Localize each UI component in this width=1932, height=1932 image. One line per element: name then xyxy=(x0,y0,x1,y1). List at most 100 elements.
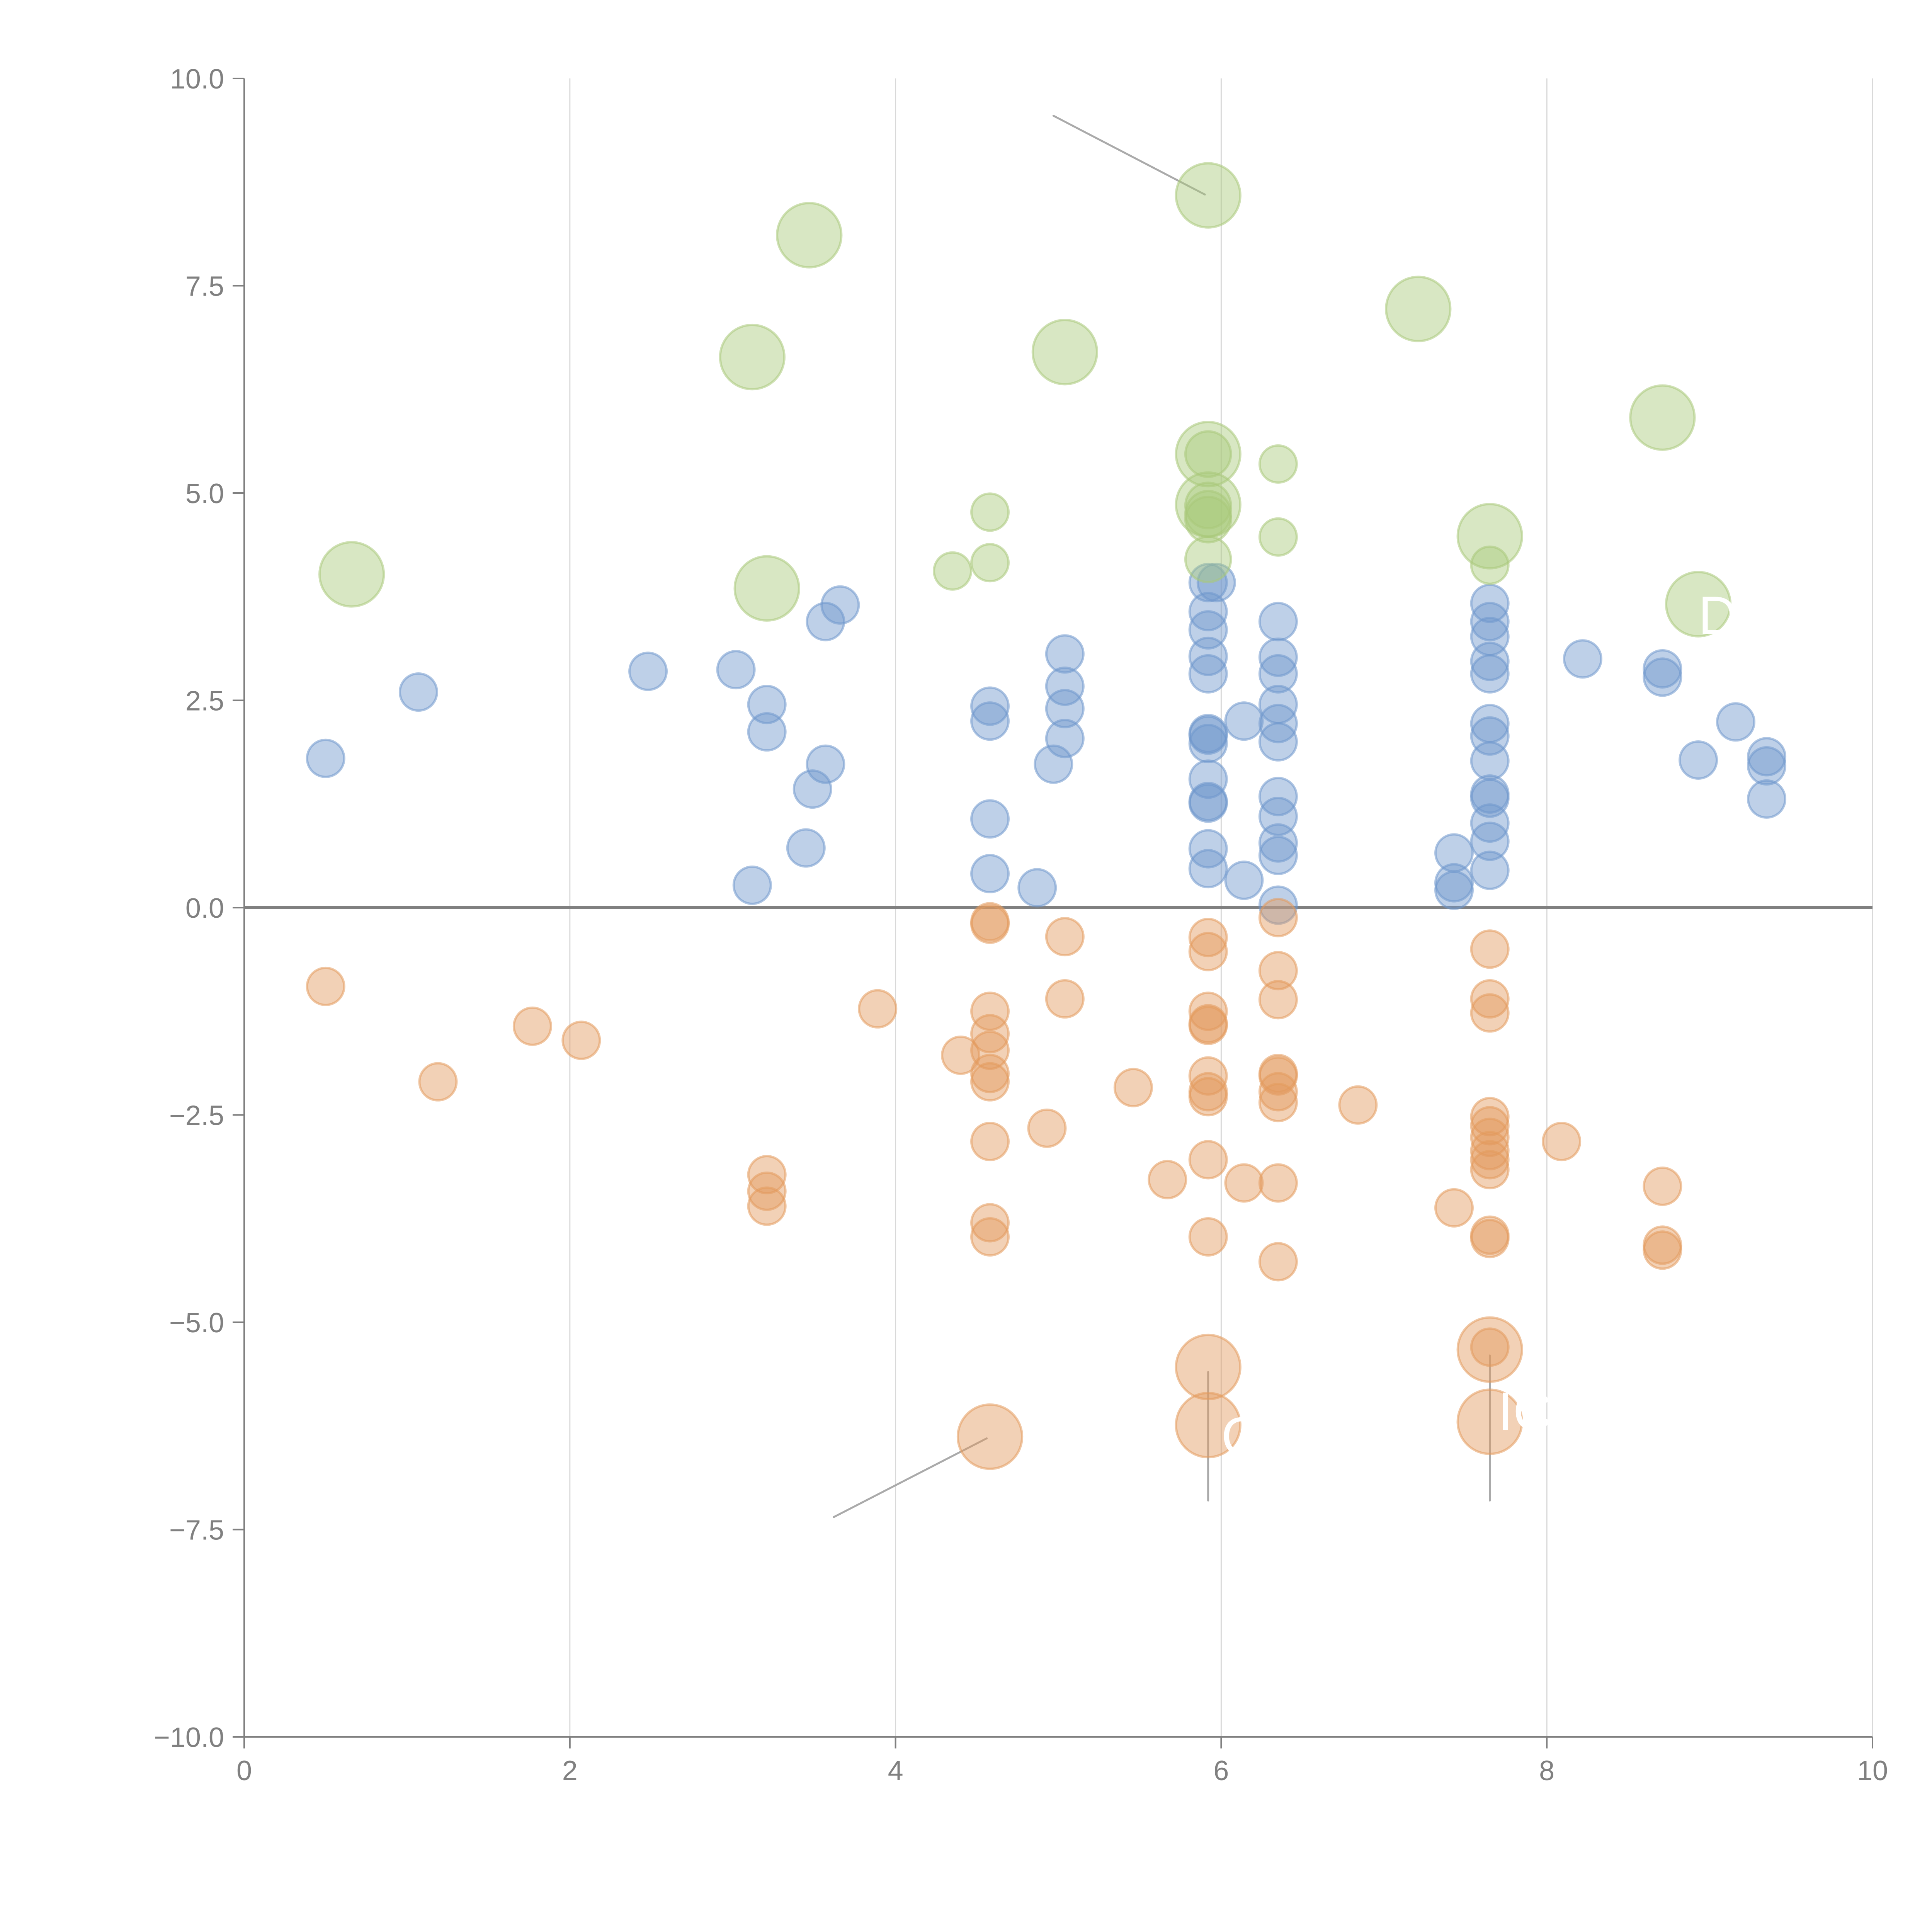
data-point xyxy=(806,602,845,641)
data-point xyxy=(1563,639,1602,679)
data-point xyxy=(1470,993,1510,1033)
x-tick-label: 2 xyxy=(562,1755,578,1786)
data-point xyxy=(1643,1230,1682,1270)
data-point xyxy=(970,686,1010,726)
data-point xyxy=(820,585,860,625)
data-point xyxy=(1188,783,1228,823)
data-point xyxy=(418,1062,458,1102)
data-point xyxy=(1188,932,1228,971)
data-point xyxy=(1188,1077,1228,1117)
data-point xyxy=(1027,1108,1067,1148)
data-point xyxy=(1470,641,1510,681)
data-point xyxy=(776,202,843,269)
data-point xyxy=(970,1122,1010,1162)
data-point xyxy=(747,1155,787,1195)
data-point xyxy=(1470,654,1510,694)
data-point xyxy=(1224,701,1264,741)
data-point xyxy=(1470,1117,1510,1157)
data-point xyxy=(747,712,787,752)
x-tick-label: 0 xyxy=(236,1755,252,1786)
data-point xyxy=(1258,898,1298,937)
data-point xyxy=(1188,829,1228,869)
data-point xyxy=(1665,571,1732,638)
data-point xyxy=(970,992,1010,1031)
data-point xyxy=(1470,1327,1510,1367)
data-point xyxy=(970,1014,1010,1054)
data-point xyxy=(747,1171,787,1211)
data-point xyxy=(1258,1163,1298,1203)
data-point xyxy=(719,323,786,391)
data-point xyxy=(970,799,1010,839)
data-point xyxy=(1045,917,1085,957)
data-point xyxy=(628,651,668,691)
data-point xyxy=(970,854,1010,894)
data-point xyxy=(1175,162,1242,229)
y-tick-label: 7.5 xyxy=(185,271,224,302)
data-point xyxy=(1258,722,1298,762)
data-point xyxy=(1679,740,1718,780)
data-point xyxy=(1258,1083,1298,1122)
data-point xyxy=(1470,1097,1510,1136)
data-point xyxy=(318,541,385,608)
data-point xyxy=(512,1006,552,1046)
data-point xyxy=(1470,602,1510,641)
series-positive xyxy=(306,563,1787,925)
data-point xyxy=(747,685,787,724)
data-point xyxy=(1045,719,1085,759)
data-point xyxy=(1747,737,1787,777)
data-point xyxy=(1258,517,1298,557)
data-point xyxy=(1113,1068,1153,1107)
data-point xyxy=(1258,777,1298,816)
data-point xyxy=(1338,1085,1378,1125)
data-point xyxy=(1258,1242,1298,1282)
data-point xyxy=(1385,276,1452,342)
data-point xyxy=(1188,654,1228,694)
data-point xyxy=(1542,1122,1582,1162)
x-tick-label: 8 xyxy=(1539,1755,1554,1786)
data-point xyxy=(1148,1160,1187,1199)
data-point xyxy=(1258,637,1298,677)
data-point xyxy=(1747,779,1787,819)
data-point xyxy=(1188,715,1228,755)
data-point xyxy=(1188,849,1228,889)
data-point xyxy=(1434,870,1474,910)
data-point xyxy=(1258,823,1298,863)
data-point xyxy=(1175,1333,1242,1401)
data-point xyxy=(970,1054,1010,1094)
data-point xyxy=(732,866,772,905)
data-point xyxy=(1643,1167,1682,1206)
data-point xyxy=(1175,1391,1242,1459)
data-point xyxy=(1045,634,1085,674)
data-point xyxy=(1258,980,1298,1020)
y-tick-label: −10.0 xyxy=(154,1722,224,1753)
data-point xyxy=(1456,503,1523,570)
data-point xyxy=(806,744,845,784)
data-point xyxy=(1188,1005,1228,1045)
data-point xyxy=(970,701,1010,741)
data-point xyxy=(1258,951,1298,991)
data-point xyxy=(970,1217,1010,1257)
data-point xyxy=(1045,689,1085,728)
data-point xyxy=(970,543,1010,583)
y-tick-label: −2.5 xyxy=(169,1100,224,1131)
y-tick-label: 5.0 xyxy=(185,478,224,509)
data-point xyxy=(1470,1150,1510,1190)
data-point xyxy=(1258,602,1298,641)
data-point xyxy=(716,650,756,690)
data-point xyxy=(1470,850,1510,890)
data-point xyxy=(1716,702,1756,742)
data-point xyxy=(1184,495,1232,544)
x-tick-label: 6 xyxy=(1213,1755,1229,1786)
data-point xyxy=(1643,649,1682,689)
data-point xyxy=(1258,444,1298,484)
annotation-label: D xyxy=(1698,585,1737,646)
data-point xyxy=(1470,821,1510,861)
data-point xyxy=(1188,1217,1228,1257)
x-tick-label: 10 xyxy=(1857,1755,1888,1786)
data-point xyxy=(398,672,438,712)
data-point xyxy=(1470,545,1510,585)
data-point xyxy=(941,1035,981,1075)
data-point xyxy=(1184,430,1232,478)
annotation-label: IC xyxy=(1498,1381,1552,1442)
x-tick-label: 4 xyxy=(888,1755,903,1786)
